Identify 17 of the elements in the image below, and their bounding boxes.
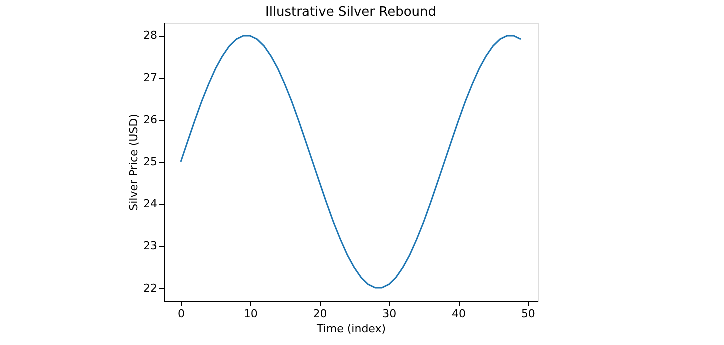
x-axis-title: Time (index): [316, 322, 386, 336]
x-tick-label: 40: [452, 308, 466, 320]
x-tick-label: 30: [382, 308, 397, 320]
x-tick-label: 0: [178, 308, 185, 320]
y-tick-label: 25: [144, 156, 158, 168]
line-series: [180, 35, 522, 289]
y-tick-label: 28: [144, 29, 158, 42]
y-tick-label: 24: [144, 198, 158, 211]
y-tick-label: 27: [144, 71, 158, 84]
y-tick-label: 23: [144, 240, 158, 253]
x-tick-label: 50: [521, 308, 536, 320]
x-tick-label: 20: [313, 308, 328, 320]
y-tick-label: 22: [144, 282, 158, 295]
chart-title: Illustrative Silver Rebound: [265, 5, 437, 20]
y-tick-label: 26: [144, 113, 158, 126]
x-tick-label: 10: [244, 308, 258, 320]
y-axis-title: Silver Price (USD): [128, 114, 141, 211]
